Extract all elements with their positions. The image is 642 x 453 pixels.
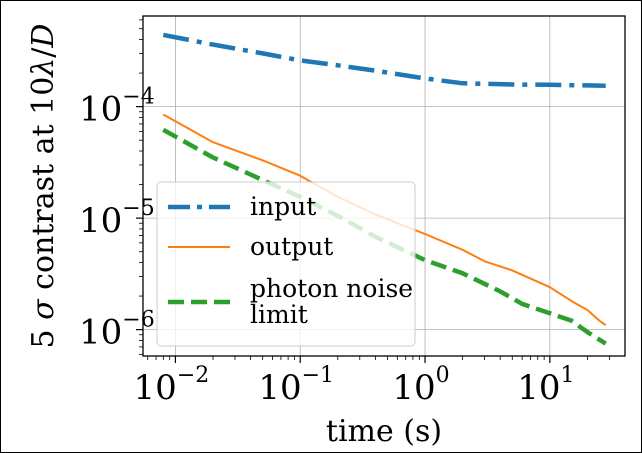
series-line-1 [162,113,607,326]
legend-label-line: output [250,232,333,261]
y-label-slash: / [26,47,61,58]
legend-box [156,181,416,347]
x-tick-exponent: −2 [177,363,209,388]
y-label-part: 5 [26,320,61,349]
y-tick-exponent: −4 [122,85,154,110]
x-axis-label: time (s) [326,414,442,449]
x-tick-label: 10−1 [258,363,334,408]
x-tick-base: 10 [392,368,435,408]
y-tick-base: 10 [79,313,122,353]
series-line-0 [162,32,606,88]
x-tick-exponent: 0 [436,363,450,388]
legend-label-line: limit [250,300,308,329]
x-tick-base: 10 [517,368,560,408]
y-tick-exponent: −6 [122,308,154,333]
legend-label-line: input [250,192,316,221]
legend-label-2: photon noise limit [250,274,413,329]
x-tick-exponent: −1 [302,363,334,388]
x-tick-label: 101 [517,363,574,408]
y-label-sigma: σ [26,298,61,320]
x-tick-label: 10−2 [134,363,210,408]
y-tick-label: 10−6 [79,308,155,353]
legend: input output photon noise limit [156,181,416,347]
y-tick-label: 10−5 [79,196,155,241]
y-tick-exponent: −5 [122,196,154,221]
y-tick-base: 10 [79,201,122,241]
legend-label-1: output [250,232,333,261]
y-tick-label: 10−4 [79,85,155,130]
x-tick-label: 100 [392,363,449,408]
x-tick-base: 10 [258,368,301,408]
legend-label-line: photon noise [250,274,413,303]
x-tick-base: 10 [134,368,177,408]
x-tick-exponent: 1 [560,363,574,388]
y-axis-label: 5 σ contrast at 10λ/D [26,24,61,349]
y-label-d: D [26,24,61,49]
y-tick-base: 10 [79,90,122,130]
y-label-lambda: λ [26,58,61,78]
y-label-part: contrast at 10 [26,77,61,300]
plot-frame [142,15,626,357]
legend-label-0: input [250,192,316,221]
